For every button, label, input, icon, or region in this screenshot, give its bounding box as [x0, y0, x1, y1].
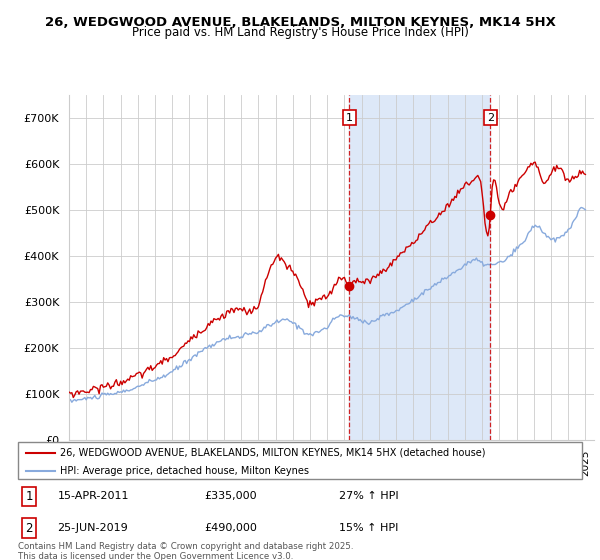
Text: 1: 1: [346, 113, 353, 123]
Text: 26, WEDGWOOD AVENUE, BLAKELANDS, MILTON KEYNES, MK14 5HX (detached house): 26, WEDGWOOD AVENUE, BLAKELANDS, MILTON …: [60, 447, 486, 458]
Text: 27% ↑ HPI: 27% ↑ HPI: [340, 491, 399, 501]
Text: 1: 1: [26, 490, 33, 503]
Text: 25-JUN-2019: 25-JUN-2019: [58, 523, 128, 533]
Text: 15-APR-2011: 15-APR-2011: [58, 491, 129, 501]
Text: 26, WEDGWOOD AVENUE, BLAKELANDS, MILTON KEYNES, MK14 5HX: 26, WEDGWOOD AVENUE, BLAKELANDS, MILTON …: [44, 16, 556, 29]
Text: 2: 2: [26, 521, 33, 535]
Text: 2: 2: [487, 113, 494, 123]
Text: £490,000: £490,000: [204, 523, 257, 533]
Bar: [349, 95, 490, 440]
Text: 15% ↑ HPI: 15% ↑ HPI: [340, 523, 399, 533]
Text: Contains HM Land Registry data © Crown copyright and database right 2025.
This d: Contains HM Land Registry data © Crown c…: [18, 542, 353, 560]
Text: £335,000: £335,000: [204, 491, 257, 501]
Text: Price paid vs. HM Land Registry's House Price Index (HPI): Price paid vs. HM Land Registry's House …: [131, 26, 469, 39]
FancyBboxPatch shape: [18, 442, 582, 479]
Text: HPI: Average price, detached house, Milton Keynes: HPI: Average price, detached house, Milt…: [60, 466, 310, 476]
